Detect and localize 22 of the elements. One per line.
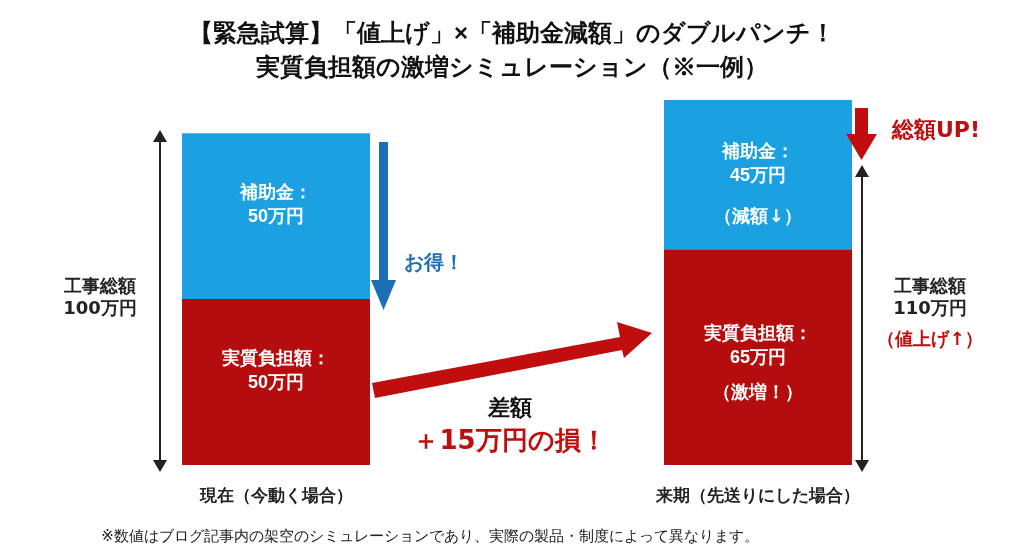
chart-title: 【緊急試算】「値上げ」×「補助金減額」のダブルパンチ！ (188, 18, 836, 46)
annotation: （値上げ↑） (877, 328, 983, 350)
annotation: 差額 (488, 394, 532, 422)
data-label: 実質負担額： 65万円 (703, 323, 812, 368)
annotation: 工事総額 110万円 (893, 275, 967, 319)
x-tick-label: 現在（今動く場合） (198, 486, 353, 505)
annotation: 工事総額 100万円 (63, 275, 137, 319)
text: ※数値はブログ記事内の架空のシミュレーションであり、実際の製品・制度によって異なります。 (101, 527, 759, 545)
bar (664, 100, 852, 250)
annotation: （激増！） (713, 381, 803, 403)
data-label: 補助金： 50万円 (239, 182, 312, 227)
x-tick-label: 来期（先送りにした場合） (655, 486, 860, 505)
chart-subtitle: 実質負担額の激増シミュレーション（※一例） (255, 52, 768, 80)
annotation: ＋15万円の損！ (413, 425, 607, 457)
bar (664, 249, 852, 465)
bar (182, 299, 370, 465)
data-label: 実質負担額： 50万円 (221, 348, 330, 393)
annotation: （減額↓） (714, 205, 802, 227)
data-label: 補助金： 45万円 (721, 140, 794, 185)
annotation: お得！ (404, 250, 464, 274)
bar (182, 133, 370, 300)
annotation: 総額UP! (891, 116, 981, 144)
